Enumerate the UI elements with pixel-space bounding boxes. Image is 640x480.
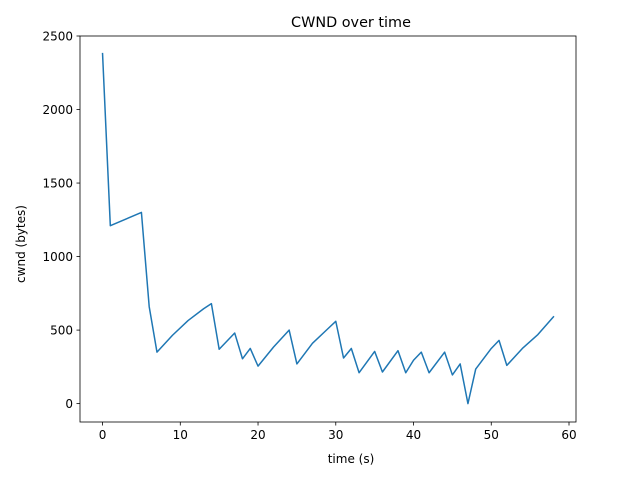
x-tick-label-30: 30 (328, 428, 343, 442)
y-tick-label-0: 0 (65, 397, 73, 411)
x-tick-label-10: 10 (173, 428, 188, 442)
chart-title: CWND over time (291, 15, 411, 31)
x-axis-title: time (s) (328, 452, 375, 466)
y-tick-label-1000: 1000 (42, 250, 73, 264)
x-tick-label-60: 60 (561, 428, 576, 442)
x-tick-label-20: 20 (250, 428, 265, 442)
y-tick-label-1500: 1500 (42, 176, 73, 190)
x-tick-label-0: 0 (99, 428, 107, 442)
axes-frame (79, 35, 577, 423)
y-tick-label-500: 500 (50, 323, 73, 337)
y-tick-label-2500: 2500 (42, 29, 73, 43)
x-tick-label-40: 40 (406, 428, 421, 442)
series-line-0 (101, 52, 555, 405)
x-tick-label-50: 50 (484, 428, 499, 442)
y-axis-title: cwnd (bytes) (14, 205, 28, 283)
y-tick-label-2000: 2000 (42, 103, 73, 117)
plot-area: 0 10 20 30 40 50 60 0 500 1000 1500 2000 2500 (42, 29, 576, 442)
